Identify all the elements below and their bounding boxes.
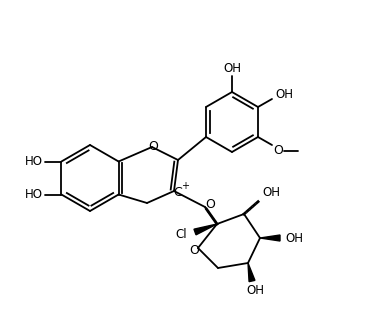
Text: OH: OH: [246, 284, 264, 297]
Text: OH: OH: [262, 186, 280, 198]
Text: OH: OH: [275, 88, 293, 100]
Text: Cl: Cl: [175, 229, 187, 241]
Text: OH: OH: [285, 232, 303, 244]
Text: O: O: [148, 139, 158, 153]
Text: C: C: [174, 186, 182, 198]
Text: O: O: [273, 145, 283, 157]
Polygon shape: [248, 263, 255, 282]
Text: OH: OH: [223, 62, 241, 74]
Text: O: O: [189, 244, 199, 257]
Polygon shape: [194, 224, 217, 235]
Polygon shape: [260, 235, 280, 241]
Text: O: O: [205, 197, 215, 211]
Text: +: +: [181, 181, 189, 191]
Text: HO: HO: [25, 155, 43, 168]
Text: HO: HO: [25, 188, 43, 201]
